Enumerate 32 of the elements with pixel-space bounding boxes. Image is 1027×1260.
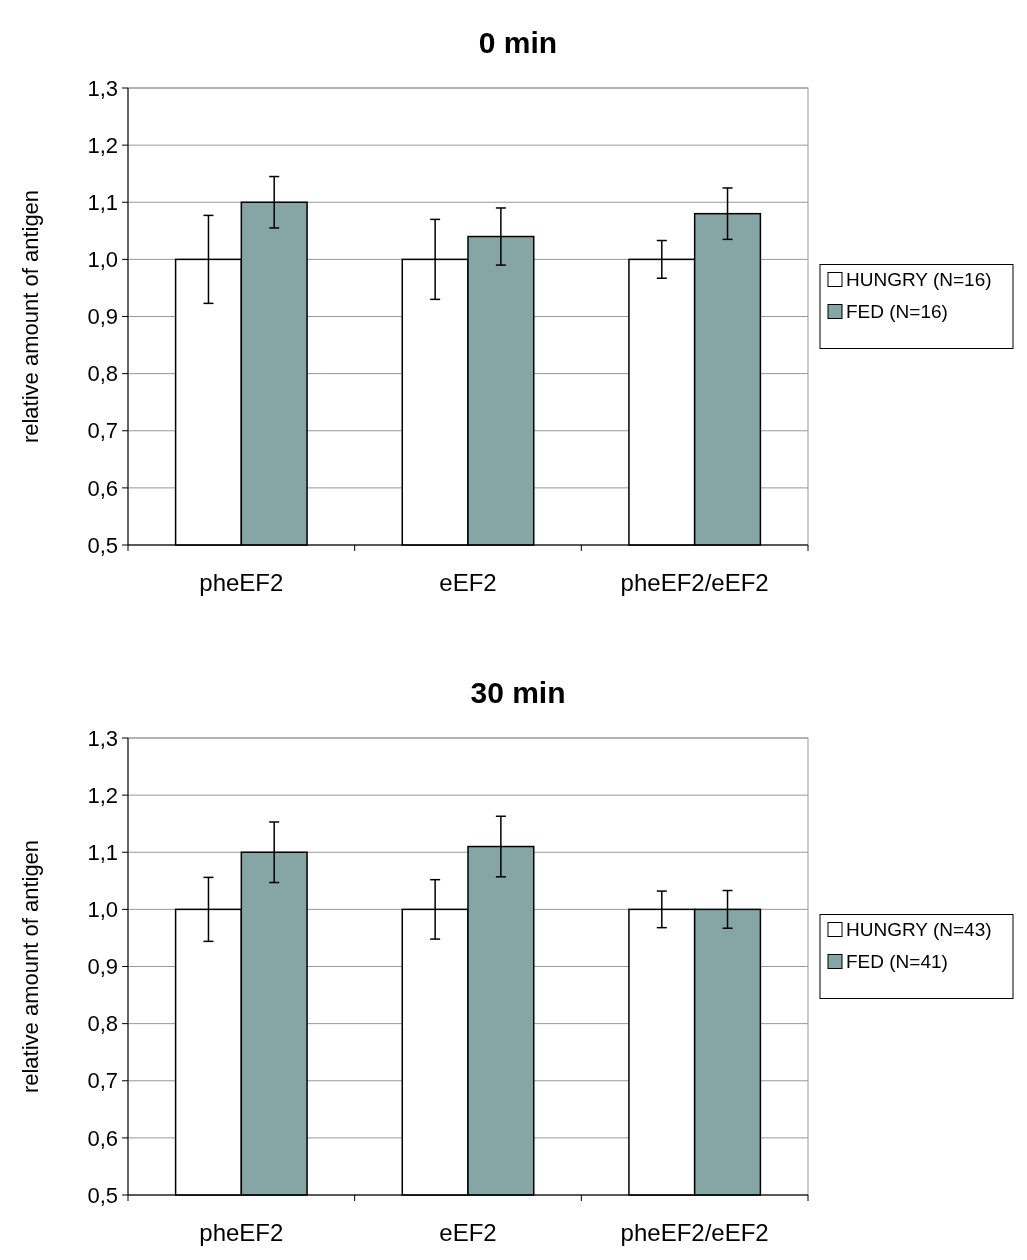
y-tick-label: 1,1 [87,189,118,215]
y-tick-label: 0,7 [87,418,118,444]
x-tick-label: eEF2 [439,569,497,596]
x-tick-label: pheEF2 [199,569,284,596]
legend-label: HUNGRY (N=43) [846,919,992,941]
y-tick-label: 1,0 [87,247,118,273]
x-tick-label: pheEF2 [199,1219,284,1246]
y-tick-label: 0,9 [87,304,118,330]
y-axis-title: relative amount of antigen [18,839,43,1094]
y-tick-label: 1,2 [87,132,118,158]
y-tick-label: 1,0 [87,897,118,923]
y-tick-label: 0,7 [87,1068,118,1094]
y-tick-label: 0,5 [87,532,118,558]
chart-title: 30 min [470,676,566,709]
y-tick-label: 1,2 [87,782,118,808]
y-tick-label: 0,6 [87,1125,118,1151]
y-tick-label: 1,1 [87,839,118,865]
y-tick-label: 0,8 [87,1011,118,1037]
y-tick-label: 1,3 [87,725,118,751]
y-tick-label: 0,6 [87,475,118,501]
x-tick-label: pheEF2/eEF2 [620,1219,769,1246]
y-tick-label: 0,8 [87,361,118,387]
y-axis-title: relative amount of antigen [18,189,43,444]
x-tick-label: pheEF2/eEF2 [620,569,769,596]
legend-label: HUNGRY (N=16) [846,269,992,291]
legend-label: FED (N=41) [846,951,948,973]
y-tick-label: 0,5 [87,1182,118,1208]
chart-title: 0 min [478,26,558,59]
x-tick-label: eEF2 [439,1219,497,1246]
y-tick-label: 1,3 [87,75,118,101]
legend-label: FED (N=16) [846,301,948,323]
y-tick-label: 0,9 [87,954,118,980]
